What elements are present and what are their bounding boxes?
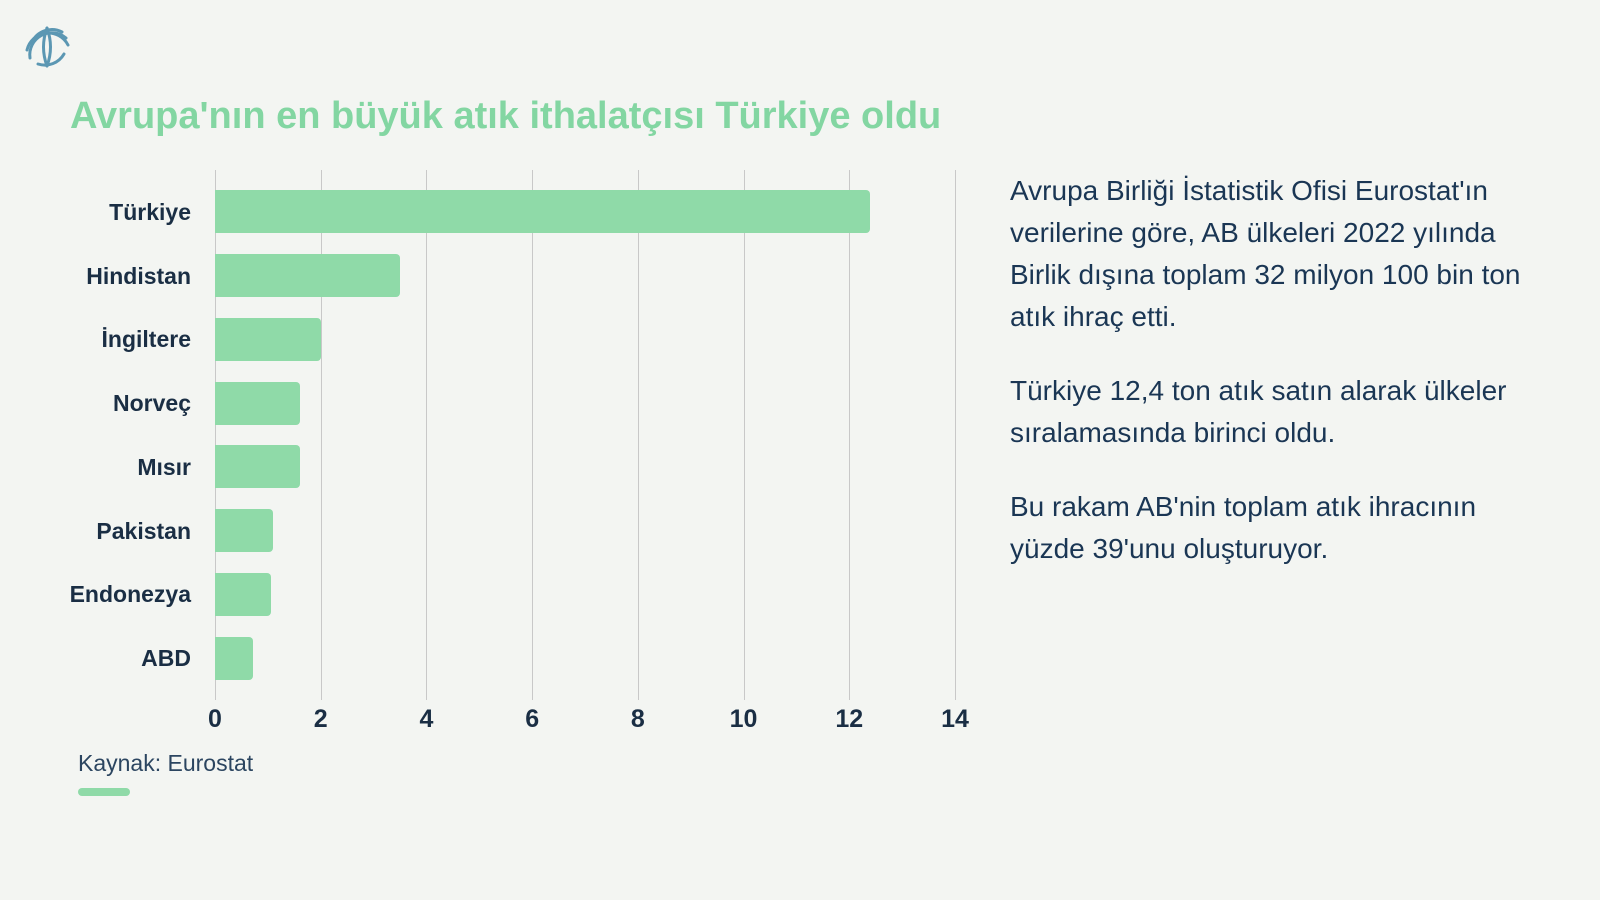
- description-section: Avrupa Birliği İstatistik Ofisi Eurostat…: [970, 160, 1550, 840]
- legend-swatch: [78, 788, 130, 796]
- category-label: ABD: [50, 634, 205, 682]
- data-bar: [215, 254, 400, 297]
- bar-row: [215, 634, 955, 682]
- data-bar: [215, 637, 253, 680]
- data-bar: [215, 573, 271, 616]
- y-axis-labels: Türkiye Hindistan İngiltere Norveç Mısır Paki…: [50, 170, 205, 700]
- bars-container: [215, 170, 955, 700]
- chart-section: Türkiye Hindistan İngiltere Norveç Mısır Paki…: [50, 160, 970, 840]
- x-tick-label: 0: [208, 705, 222, 734]
- category-label: Mısır: [50, 443, 205, 491]
- x-tick-label: 2: [314, 705, 328, 734]
- gridline: [955, 170, 956, 700]
- x-tick-label: 6: [525, 705, 539, 734]
- description-paragraph: Avrupa Birliği İstatistik Ofisi Eurostat…: [1010, 170, 1550, 338]
- data-bar: [215, 445, 300, 488]
- bar-row: [215, 507, 955, 555]
- category-label: Hindistan: [50, 252, 205, 300]
- x-tick-label: 4: [419, 705, 433, 734]
- data-bar: [215, 509, 273, 552]
- x-axis-labels: 02468101214: [215, 705, 955, 745]
- bar-row: [215, 315, 955, 363]
- category-label: Pakistan: [50, 507, 205, 555]
- data-bar: [215, 382, 300, 425]
- chart-title: Avrupa'nın en büyük atık ithalatçısı Tür…: [70, 95, 941, 138]
- chart-plot-area: [215, 170, 955, 700]
- x-tick-label: 10: [730, 705, 758, 734]
- x-tick-label: 8: [631, 705, 645, 734]
- category-label: Norveç: [50, 379, 205, 427]
- category-label: Endonezya: [50, 570, 205, 618]
- x-tick-label: 12: [835, 705, 863, 734]
- source-label: Kaynak: Eurostat: [78, 750, 253, 777]
- bar-row: [215, 379, 955, 427]
- bar-row: [215, 443, 955, 491]
- bar-row: [215, 252, 955, 300]
- category-label: İngiltere: [50, 315, 205, 363]
- data-bar: [215, 318, 321, 361]
- description-paragraph: Bu rakam AB'nin toplam atık ihracının yü…: [1010, 486, 1550, 570]
- data-bar: [215, 190, 870, 233]
- globe-logo-icon: [20, 20, 75, 75]
- content-container: Türkiye Hindistan İngiltere Norveç Mısır Paki…: [50, 160, 1550, 840]
- bar-row: [215, 570, 955, 618]
- x-tick-label: 14: [941, 705, 969, 734]
- bar-row: [215, 188, 955, 236]
- description-paragraph: Türkiye 12,4 ton atık satın alarak ülkel…: [1010, 370, 1550, 454]
- category-label: Türkiye: [50, 188, 205, 236]
